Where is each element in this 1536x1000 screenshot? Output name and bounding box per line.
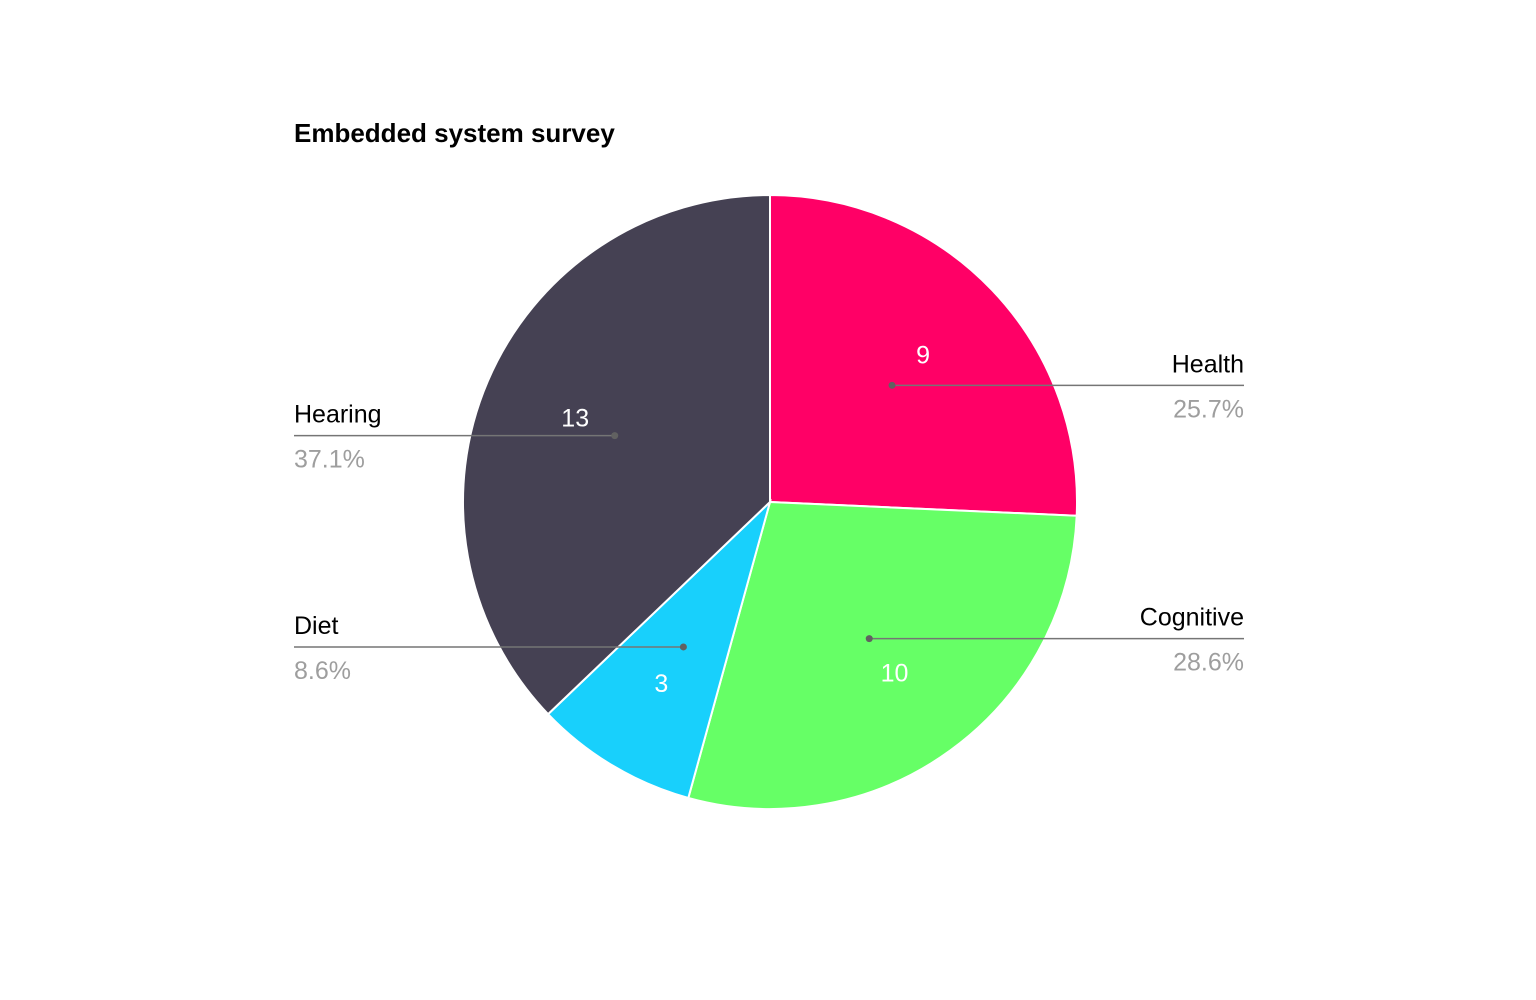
leader-dot bbox=[865, 635, 873, 643]
callout-percent-hearing: 37.1% bbox=[294, 446, 365, 474]
pie-slice-hearing bbox=[462, 193, 771, 716]
pie-slice-health bbox=[769, 193, 1078, 517]
slice-value-label: 3 bbox=[654, 670, 668, 698]
callout-label-health: Health bbox=[1172, 350, 1244, 378]
slice-value-label: 9 bbox=[916, 342, 930, 370]
callout-percent-health: 25.7% bbox=[1173, 395, 1244, 423]
callout-percent-diet: 8.6% bbox=[294, 657, 351, 685]
leader-dot bbox=[611, 432, 619, 440]
pie-slices bbox=[462, 193, 1078, 810]
callout-label-cognitive: Cognitive bbox=[1140, 604, 1244, 632]
callout-label-hearing: Hearing bbox=[294, 401, 382, 429]
slice-value-label: 13 bbox=[561, 405, 589, 433]
slice-value-labels: 9 10 3 13 bbox=[561, 342, 930, 698]
slice-value-label: 10 bbox=[881, 659, 909, 687]
callout-label-diet: Diet bbox=[294, 612, 339, 640]
pie-slice-cognitive bbox=[687, 500, 1078, 810]
slice-callouts: Health 25.7% Cognitive 28.6% Diet 8.6% Hearing… bbox=[294, 350, 1244, 685]
chart-title: Embedded system survey bbox=[294, 118, 615, 148]
callout-percent-cognitive: 28.6% bbox=[1173, 649, 1244, 677]
pie-slice-diet bbox=[546, 498, 772, 800]
leader-dot bbox=[679, 643, 687, 651]
leader-dot bbox=[888, 381, 896, 389]
